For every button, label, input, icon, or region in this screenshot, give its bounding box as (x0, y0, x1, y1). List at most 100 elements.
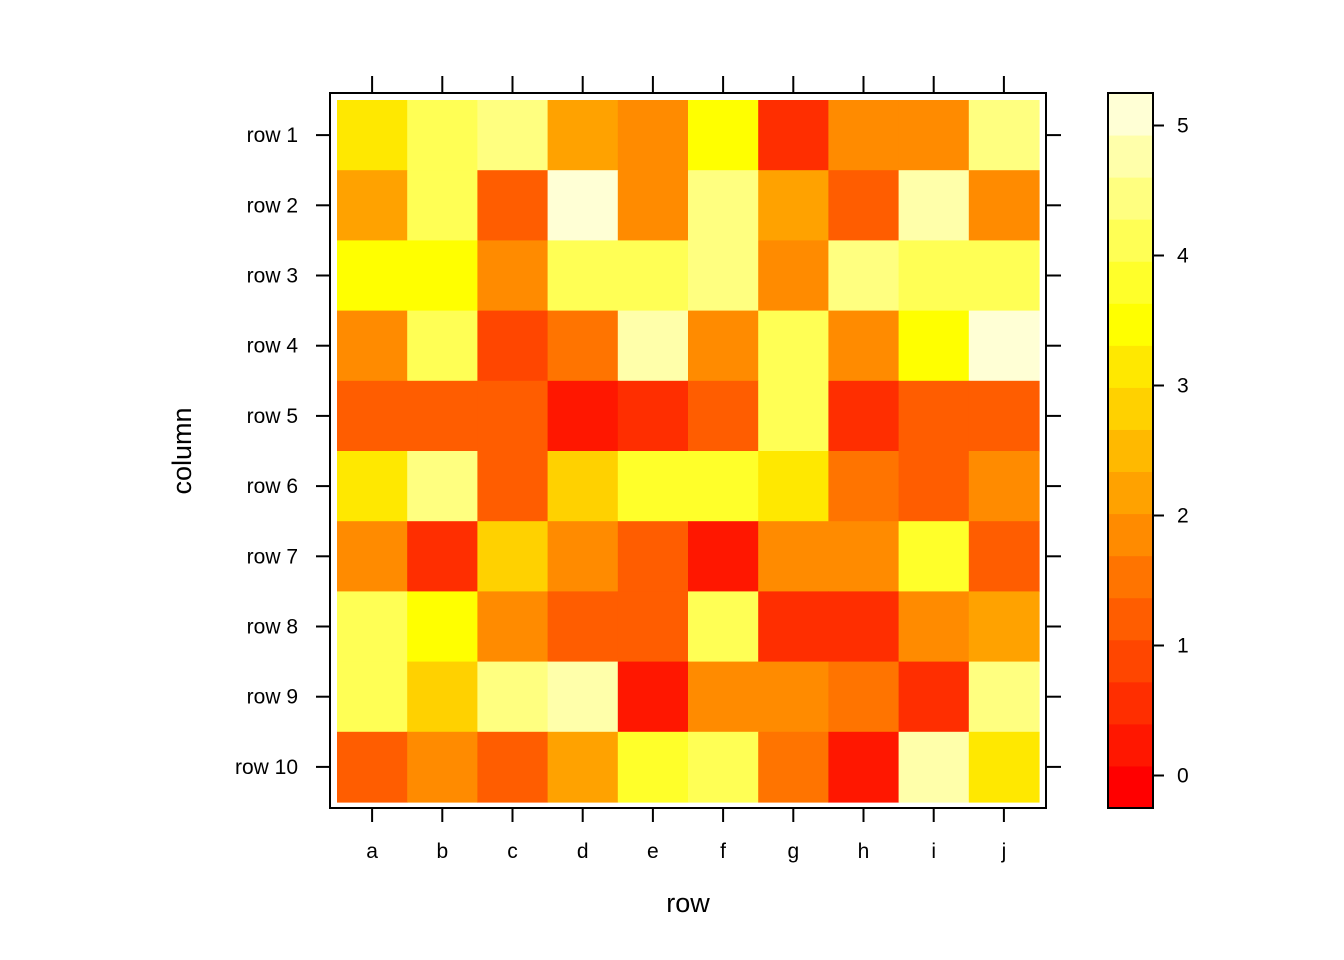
heatmap-cell (688, 240, 759, 312)
heatmap-cell (828, 451, 900, 522)
heatmap-cell (617, 591, 689, 663)
y-tick-label: row 5 (247, 405, 298, 428)
heatmap-cell (898, 100, 970, 171)
heatmap-cell (758, 451, 829, 522)
heatmap-cell (477, 661, 549, 733)
heatmap-cell (758, 731, 829, 803)
heatmap-cell (688, 100, 759, 171)
heatmap-cell (407, 170, 478, 241)
heatmap-cell (407, 521, 478, 592)
heatmap-cell (688, 310, 759, 382)
y-tick-label: row 8 (247, 616, 298, 639)
colorbar-segment (1108, 429, 1153, 473)
heatmap-cell (547, 521, 619, 592)
colorbar-tick-label: 3 (1177, 375, 1189, 398)
colorbar-segment (1108, 681, 1153, 725)
heatmap-cell (337, 170, 408, 241)
panel-border (329, 92, 1047, 809)
heatmap-cell (407, 240, 478, 312)
heatmap-cell (688, 731, 759, 803)
heatmap-cell (547, 380, 619, 452)
x-tick-label: e (647, 840, 659, 863)
colorbar-segment (1108, 93, 1153, 136)
heatmap-cell (547, 731, 619, 803)
heatmap-cell (547, 591, 619, 663)
heatmap-cell (828, 591, 900, 663)
heatmap-cell (477, 380, 549, 452)
colorbar-tick-label: 4 (1177, 245, 1189, 268)
heatmap-cell (758, 521, 829, 592)
heatmap-cell (617, 731, 689, 803)
colorbar-segment (1108, 219, 1153, 262)
heatmap-cell (758, 170, 829, 241)
x-tick-label: i (931, 840, 936, 863)
heatmap-cell (688, 661, 759, 733)
heatmap-cell (898, 661, 970, 733)
colorbar-segment (1108, 471, 1153, 515)
heatmap-cell (828, 100, 900, 171)
heatmap-cell (898, 240, 970, 312)
heatmap-cell (407, 100, 478, 171)
heatmap-cell (547, 661, 619, 733)
heatmap-cell (337, 731, 408, 803)
x-axis: a b c d e f g h i j (366, 76, 1006, 863)
y-tick-label: row 7 (247, 545, 298, 568)
heatmap-cell (898, 521, 970, 592)
colorbar-segment (1108, 345, 1153, 388)
colorbar-segment (1108, 303, 1153, 346)
heatmap-cell (688, 591, 759, 663)
heatmap-cell (688, 170, 759, 241)
heatmap-cell (898, 170, 970, 241)
heatmap-cell (758, 240, 829, 312)
y-tick-label: row 9 (247, 686, 298, 709)
heatmap-cell (547, 100, 619, 171)
x-tick-label: d (577, 840, 589, 863)
heatmap-cell (758, 661, 829, 733)
heatmap-cell (547, 451, 619, 522)
heatmap-cell (337, 521, 408, 592)
heatmap-cell (968, 731, 1040, 803)
y-tick-label: row 6 (247, 475, 298, 498)
colorbar-tick-label: 0 (1177, 765, 1189, 788)
heatmap-cell (477, 240, 549, 312)
heatmap-cell (477, 451, 549, 522)
y-tick-label: row 1 (247, 124, 298, 147)
heatmap-cell (617, 240, 689, 312)
heatmap-cell (968, 310, 1040, 382)
y-tick-label: row 3 (247, 265, 298, 288)
heatmap-cell (407, 310, 478, 382)
heatmap-cell (617, 451, 689, 522)
heatmap-cell (547, 170, 619, 241)
heatmap-cell (828, 380, 900, 452)
heatmap-cell (407, 451, 478, 522)
heatmap-cell (407, 731, 478, 803)
x-tick-label: a (366, 840, 378, 863)
colorbar-segment (1108, 261, 1153, 304)
heatmap-cell (477, 310, 549, 382)
heatmap-cell (828, 661, 900, 733)
heatmap-cell (828, 310, 900, 382)
heatmap-cell (968, 591, 1040, 663)
heatmap-cell (477, 170, 549, 241)
heatmap-cell (688, 451, 759, 522)
x-tick-label: g (787, 840, 799, 863)
heatmap-cell (828, 731, 900, 803)
heatmap-cell (758, 100, 829, 171)
heatmap-cell (337, 310, 408, 382)
heatmap-cell (617, 521, 689, 592)
heatmap-cell (477, 731, 549, 803)
heatmap-cell (407, 380, 478, 452)
heatmap-cell (758, 310, 829, 382)
heatmap-cell (758, 591, 829, 663)
y-tick-label: row 10 (235, 756, 298, 779)
heatmap-cell (337, 240, 408, 312)
colorbar-segment (1108, 135, 1153, 178)
heatmap-cell (477, 521, 549, 592)
heatmap-cell (407, 661, 478, 733)
x-tick-label: c (507, 840, 518, 863)
x-axis-title: row (666, 888, 710, 918)
colorbar: 0 1 2 3 4 5 (1107, 92, 1189, 809)
heatmap-cell (617, 661, 689, 733)
heatmap-cell (898, 380, 970, 452)
